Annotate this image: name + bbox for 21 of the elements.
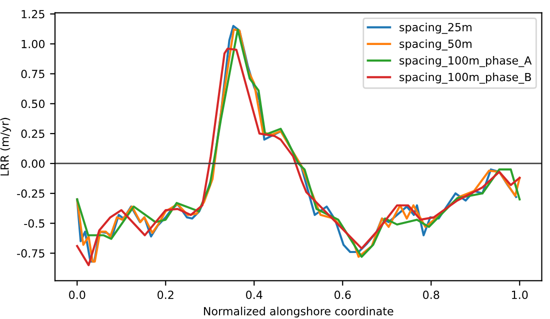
legend-label: spacing_25m: [400, 22, 472, 34]
legend-label: spacing_50m: [400, 39, 472, 50]
y-tick-label: 0.50: [21, 100, 45, 108]
y-tick-label: -0.75: [17, 249, 44, 258]
y-tick-label: -0.5: [24, 219, 44, 228]
x-tick-label: 0.6: [334, 290, 351, 300]
legend-label: spacing_100m_phase_A: [400, 56, 532, 68]
y-tick-label: 0.75: [21, 70, 44, 78]
legend-label: spacing_100m_phase_B: [400, 72, 531, 84]
y-tick-label: 0.25: [21, 130, 44, 138]
x-tick-label: 0.2: [158, 290, 174, 300]
y-tick-label: 0.00: [21, 159, 45, 168]
y-tick-label: 1.00: [22, 40, 45, 48]
x-tick-label: 0.0: [69, 290, 86, 300]
y-axis-title: LRR (m/yr): [0, 118, 11, 176]
x-tick-label: 0.8: [423, 290, 440, 300]
x-tick-label: 1.0: [512, 290, 528, 300]
x-tick-label: 0.4: [246, 290, 262, 300]
y-tick-label: -0.25: [17, 189, 44, 198]
x-axis-title: Normalized alongshore coordinate: [204, 306, 394, 318]
y-tick-label: 1.25: [22, 10, 44, 18]
